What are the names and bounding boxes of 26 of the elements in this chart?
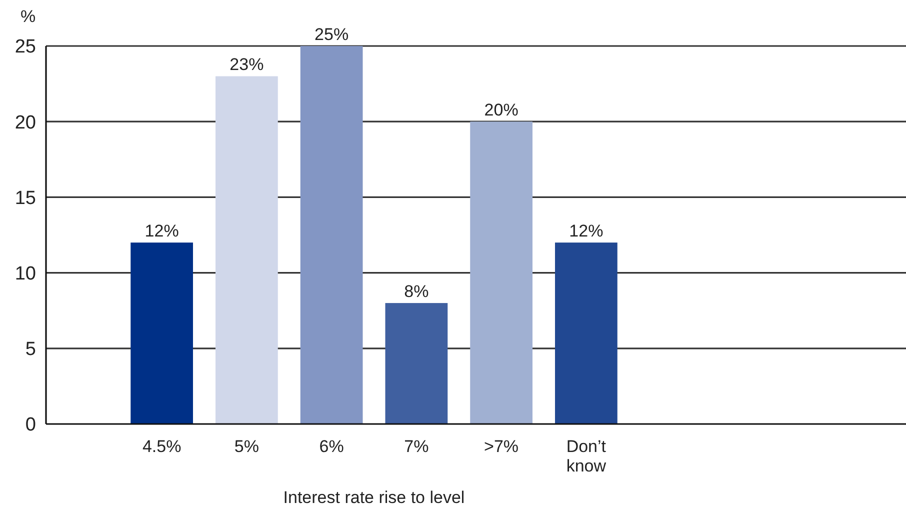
y-axis-title: % (20, 7, 36, 26)
bar (555, 242, 618, 424)
data-label: 12% (569, 222, 604, 241)
y-tick-label: 5 (25, 339, 36, 360)
x-tick-label: 5% (234, 437, 259, 456)
data-label: 8% (404, 282, 429, 302)
x-axis-title: Interest rate rise to level (283, 488, 465, 507)
x-tick-label: 7% (404, 437, 429, 456)
y-tick-label: 25 (14, 36, 36, 58)
data-label: 12% (144, 222, 179, 241)
x-tick-label: Don’t know (566, 437, 607, 476)
x-tick-label: 4.5% (142, 437, 182, 456)
bar (300, 46, 363, 424)
y-tick-label: 20 (14, 112, 36, 134)
data-label: 25% (314, 25, 349, 44)
bar (130, 242, 193, 424)
bar (216, 76, 278, 424)
bar (470, 122, 532, 424)
y-tick-label: 0 (25, 414, 36, 436)
x-tick-label: >7% (484, 437, 519, 456)
bar (385, 303, 448, 424)
y-tick-label: 10 (14, 263, 36, 284)
data-label: 23% (230, 55, 264, 74)
data-label: 20% (484, 100, 518, 120)
y-tick-label: 15 (14, 188, 36, 209)
x-tick-label: 6% (319, 437, 344, 456)
